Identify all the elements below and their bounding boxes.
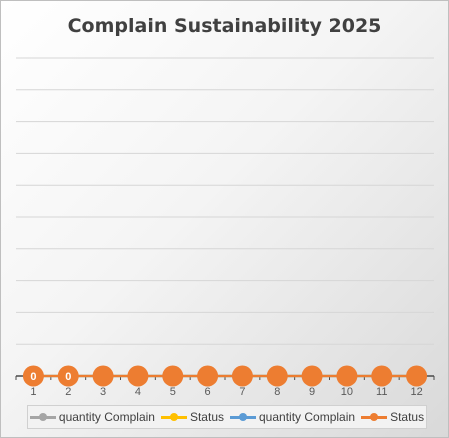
x-tick-label: 2 (65, 386, 71, 398)
data-point (336, 365, 358, 387)
data-point (22, 365, 44, 387)
data-label: 0 (65, 371, 71, 383)
data-point (231, 365, 253, 387)
legend-item: quantity Complain (29, 410, 155, 424)
legend-label: Status (189, 410, 224, 424)
x-tick-label: 5 (170, 386, 176, 398)
legend-label: quantity Complain (259, 410, 356, 424)
legend-label: Status (390, 410, 425, 424)
legend-swatch (29, 412, 56, 422)
data-point (406, 365, 428, 387)
legend-swatch (160, 412, 187, 422)
x-tick-label: 4 (135, 386, 141, 398)
chart-title: Complain Sustainability 2025 (67, 15, 382, 37)
x-tick-label: 3 (100, 386, 106, 398)
legend-swatch (230, 412, 256, 422)
legend-swatch (361, 412, 388, 422)
data-point (301, 365, 323, 387)
x-tick-label: 1 (30, 386, 36, 398)
x-tick-label: 7 (239, 386, 245, 398)
plot-area: 1 2 3 4 5 6 7 8 9 10 11 120 0 (15, 57, 435, 398)
legend-item: Status (361, 410, 424, 424)
x-tick-label: 11 (376, 386, 387, 398)
legend-item: Status (160, 410, 224, 424)
data-point (57, 365, 79, 387)
chart-legend: quantity Complain Status quantity Complain… (27, 405, 427, 429)
data-label: 0 (30, 371, 36, 383)
data-point (371, 365, 393, 387)
x-tick-label: 9 (309, 386, 315, 398)
legend-item: quantity Complain (230, 410, 355, 424)
data-point (162, 365, 184, 387)
x-tick-label: 6 (205, 386, 211, 398)
data-point (127, 365, 149, 387)
legend-label: quantity Complain (58, 410, 155, 424)
x-tick-label: 12 (410, 386, 422, 398)
x-tick-label: 10 (341, 386, 353, 398)
data-point (197, 365, 219, 387)
data-point (92, 365, 114, 387)
x-tick-label: 8 (274, 386, 280, 398)
data-point (266, 365, 288, 387)
